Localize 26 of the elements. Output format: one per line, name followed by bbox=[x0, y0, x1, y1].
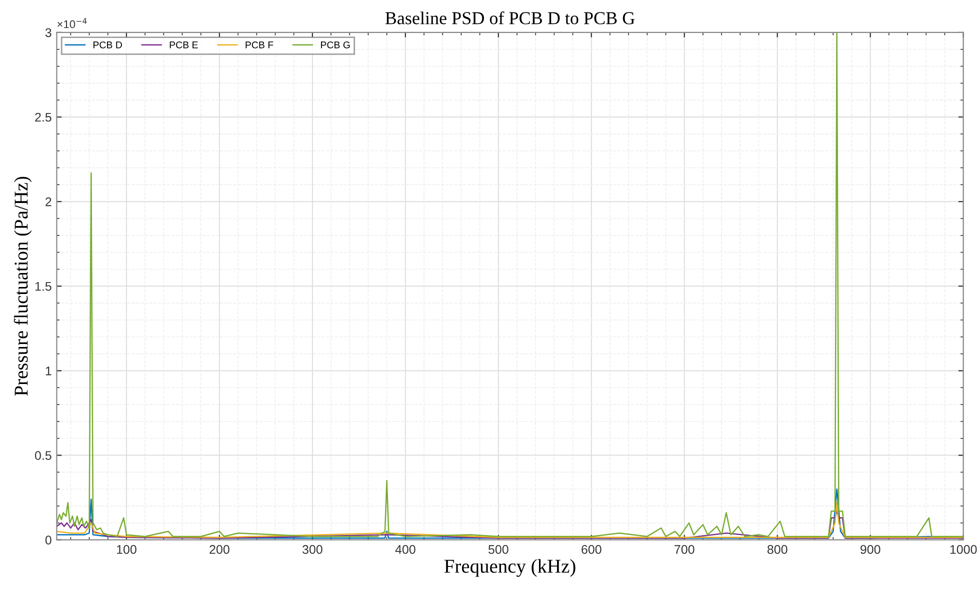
x-tick-label: 900 bbox=[860, 545, 880, 554]
y-tick-label: 1.5 bbox=[35, 282, 52, 291]
line-series bbox=[56, 32, 964, 538]
y-tick-label: 3 bbox=[45, 28, 52, 38]
legend-label: PCB G bbox=[321, 41, 350, 48]
chart-title: Baseline PSD of PCB D to PCB G bbox=[385, 11, 635, 24]
y-tick-label: 1 bbox=[46, 366, 52, 376]
legend-label: PCB E bbox=[170, 41, 198, 48]
x-tick-label: 800 bbox=[767, 545, 788, 554]
text: ×10$^{−4}$ bbox=[57, 18, 87, 28]
x-tick-label: 1000 bbox=[950, 545, 977, 554]
y-tick-label: 2.5 bbox=[35, 112, 52, 122]
x-tick-label: 200 bbox=[210, 545, 230, 554]
y-tick-label: 2 bbox=[46, 197, 52, 206]
x-tick-label: 600 bbox=[582, 545, 602, 554]
x-axis-title: Frequency (kHz) bbox=[444, 559, 576, 577]
y-tick-label: 0 bbox=[45, 536, 52, 544]
x-tick-label: 500 bbox=[488, 545, 508, 554]
y-tick-label: 0.5 bbox=[34, 451, 52, 460]
x-tick-label: 100 bbox=[116, 545, 136, 554]
x-tick-label: 300 bbox=[302, 545, 322, 554]
legend-label: PCB F bbox=[246, 41, 274, 48]
legend-label: PCB D bbox=[93, 41, 122, 48]
x-tick-label: 700 bbox=[674, 545, 694, 554]
y-axis-title: Pressure fluctuation (Pa/Hz) bbox=[14, 176, 32, 396]
x-tick-label: 400 bbox=[395, 545, 416, 554]
